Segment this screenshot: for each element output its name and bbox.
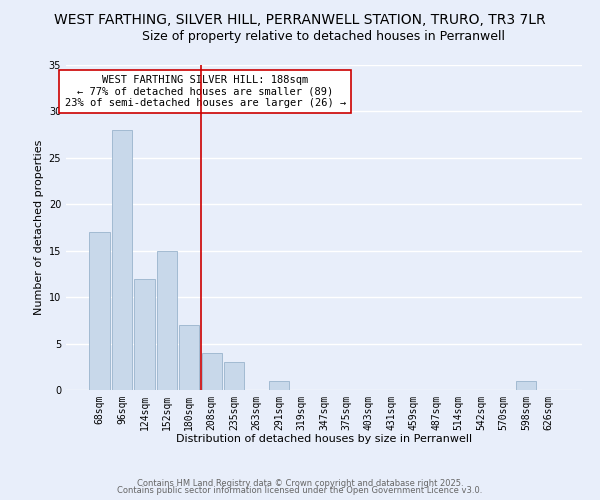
Text: WEST FARTHING SILVER HILL: 188sqm
← 77% of detached houses are smaller (89)
23% : WEST FARTHING SILVER HILL: 188sqm ← 77% … bbox=[65, 74, 346, 108]
Bar bbox=[179, 325, 199, 390]
Text: Contains HM Land Registry data © Crown copyright and database right 2025.: Contains HM Land Registry data © Crown c… bbox=[137, 478, 463, 488]
Title: Size of property relative to detached houses in Perranwell: Size of property relative to detached ho… bbox=[143, 30, 505, 43]
Bar bbox=[224, 362, 244, 390]
Bar bbox=[516, 380, 536, 390]
Text: WEST FARTHING, SILVER HILL, PERRANWELL STATION, TRURO, TR3 7LR: WEST FARTHING, SILVER HILL, PERRANWELL S… bbox=[54, 12, 546, 26]
Bar bbox=[269, 380, 289, 390]
Bar bbox=[157, 250, 177, 390]
Bar bbox=[134, 278, 155, 390]
Y-axis label: Number of detached properties: Number of detached properties bbox=[34, 140, 44, 315]
Bar bbox=[89, 232, 110, 390]
X-axis label: Distribution of detached houses by size in Perranwell: Distribution of detached houses by size … bbox=[176, 434, 472, 444]
Text: Contains public sector information licensed under the Open Government Licence v3: Contains public sector information licen… bbox=[118, 486, 482, 495]
Bar bbox=[112, 130, 132, 390]
Bar bbox=[202, 353, 222, 390]
